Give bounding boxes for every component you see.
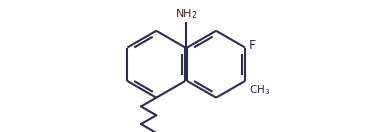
Text: NH$_2$: NH$_2$ <box>175 7 197 21</box>
Text: F: F <box>248 39 256 52</box>
Text: CH$_3$: CH$_3$ <box>248 83 270 96</box>
